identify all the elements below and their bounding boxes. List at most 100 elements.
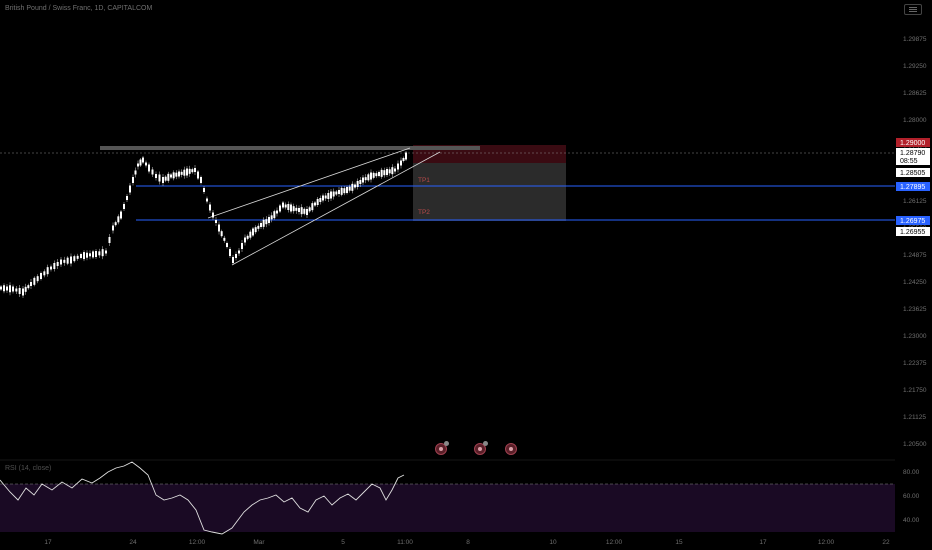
candle-body: [9, 285, 11, 293]
price-tick: 1.29250: [903, 63, 927, 70]
tp1-tag: 1.27895: [896, 182, 930, 191]
candle-body: [73, 256, 76, 262]
candle-body: [314, 202, 316, 206]
profit-zone[interactable]: [413, 163, 566, 221]
candle-body: [203, 188, 205, 192]
candle-body: [262, 219, 265, 227]
prev-level-text: 1.26955: [900, 229, 925, 236]
time-axis[interactable]: 17 24 12:00 Mar 5 11:00 8 10 12:00 15 17 12:00 22: [44, 539, 890, 546]
candle-body: [212, 212, 214, 218]
candle-body: [330, 191, 332, 199]
time-tick: 17: [44, 539, 52, 546]
candle-body: [290, 204, 292, 212]
candle-body: [244, 237, 246, 243]
event-marker-icon[interactable]: [435, 441, 449, 455]
candle-body: [383, 170, 386, 176]
candle-body: [322, 195, 324, 201]
candle-body: [76, 255, 79, 259]
candle-body: [282, 202, 284, 208]
candle-body: [170, 174, 172, 178]
candle-body: [158, 174, 161, 182]
candle-body: [164, 176, 167, 181]
price-tick: 1.29875: [903, 36, 927, 43]
resistance-zone[interactable]: [100, 146, 480, 150]
time-tick: 5: [341, 539, 345, 546]
entry-tag: 1.28505: [896, 168, 930, 177]
candle-body: [151, 169, 154, 175]
candle-body: [402, 158, 405, 161]
candle-body: [108, 237, 111, 243]
candle-body: [132, 177, 134, 183]
candle-body: [287, 204, 290, 210]
entry-tag-text: 1.28505: [900, 170, 925, 177]
candle-body: [60, 259, 62, 265]
rsi-label: RSI (14, close): [5, 465, 52, 472]
candle-body: [229, 249, 231, 256]
price-tick: 1.26125: [903, 198, 927, 205]
candle-body: [241, 243, 243, 249]
lower-trendline[interactable]: [231, 151, 441, 266]
candle-body: [142, 157, 144, 163]
candle-body: [80, 254, 82, 258]
candle-body: [311, 203, 314, 211]
candle-body: [367, 174, 370, 181]
candle-body: [332, 191, 335, 197]
candle-body: [117, 216, 120, 223]
candle-body: [33, 277, 36, 285]
time-tick: 24: [129, 539, 137, 546]
candle-body: [66, 257, 69, 264]
candle-body: [372, 172, 375, 178]
rsi-band: [0, 484, 895, 532]
candle-body: [260, 223, 262, 227]
candle-body: [36, 276, 39, 282]
tp2-tag: 1.26975: [896, 216, 930, 225]
upper-trendline[interactable]: [207, 147, 411, 219]
candle-body: [327, 193, 330, 199]
candle-body: [22, 288, 24, 296]
event-marker-icon[interactable]: [505, 443, 517, 455]
candle-body: [306, 209, 308, 215]
tp2-label: TP2: [418, 209, 430, 216]
candle-body: [252, 228, 254, 236]
candle-body: [295, 207, 298, 211]
candle-body: [397, 163, 399, 170]
price-tick: 1.24875: [903, 252, 927, 259]
candle-body: [178, 171, 180, 177]
countdown-text: 08:55: [900, 158, 918, 165]
stop-tag-text: 1.29000: [900, 140, 925, 147]
candle-body: [254, 227, 257, 233]
fullscreen-icon[interactable]: [904, 4, 922, 15]
stop-tag: 1.29000: [896, 138, 930, 147]
price-tick: 1.27375: [903, 144, 927, 151]
price-tick: 1.24250: [903, 279, 927, 286]
candle-body: [268, 217, 270, 223]
candle-body: [197, 171, 199, 179]
candle-body: [101, 249, 104, 257]
tp1-tag-text: 1.27895: [900, 184, 925, 191]
time-tick: 22: [882, 539, 890, 546]
candle-body: [137, 163, 139, 167]
candle-body: [391, 167, 394, 175]
candle-body: [265, 219, 268, 225]
price-tick: 1.28000: [903, 117, 927, 124]
candle-body: [183, 169, 186, 176]
candle-body: [340, 187, 343, 195]
candle-body: [303, 208, 306, 214]
price-tick: 1.23625: [903, 306, 927, 313]
candle-body: [405, 152, 407, 160]
candle-body: [351, 183, 354, 191]
candle-body: [114, 222, 117, 226]
price-tick: 1.21750: [903, 387, 927, 394]
candle-body: [15, 288, 18, 292]
time-tick: 12:00: [818, 539, 835, 546]
candle-body: [43, 271, 46, 276]
candle-body: [95, 251, 97, 257]
rsi-tick: 60.00: [903, 493, 920, 500]
price-axis[interactable]: 1.298751.292501.286251.280001.273751.267…: [903, 36, 927, 448]
event-marker-icon[interactable]: [474, 441, 488, 455]
marker-badge: [483, 441, 488, 446]
candle-body: [167, 173, 170, 181]
candle-body: [126, 196, 128, 200]
